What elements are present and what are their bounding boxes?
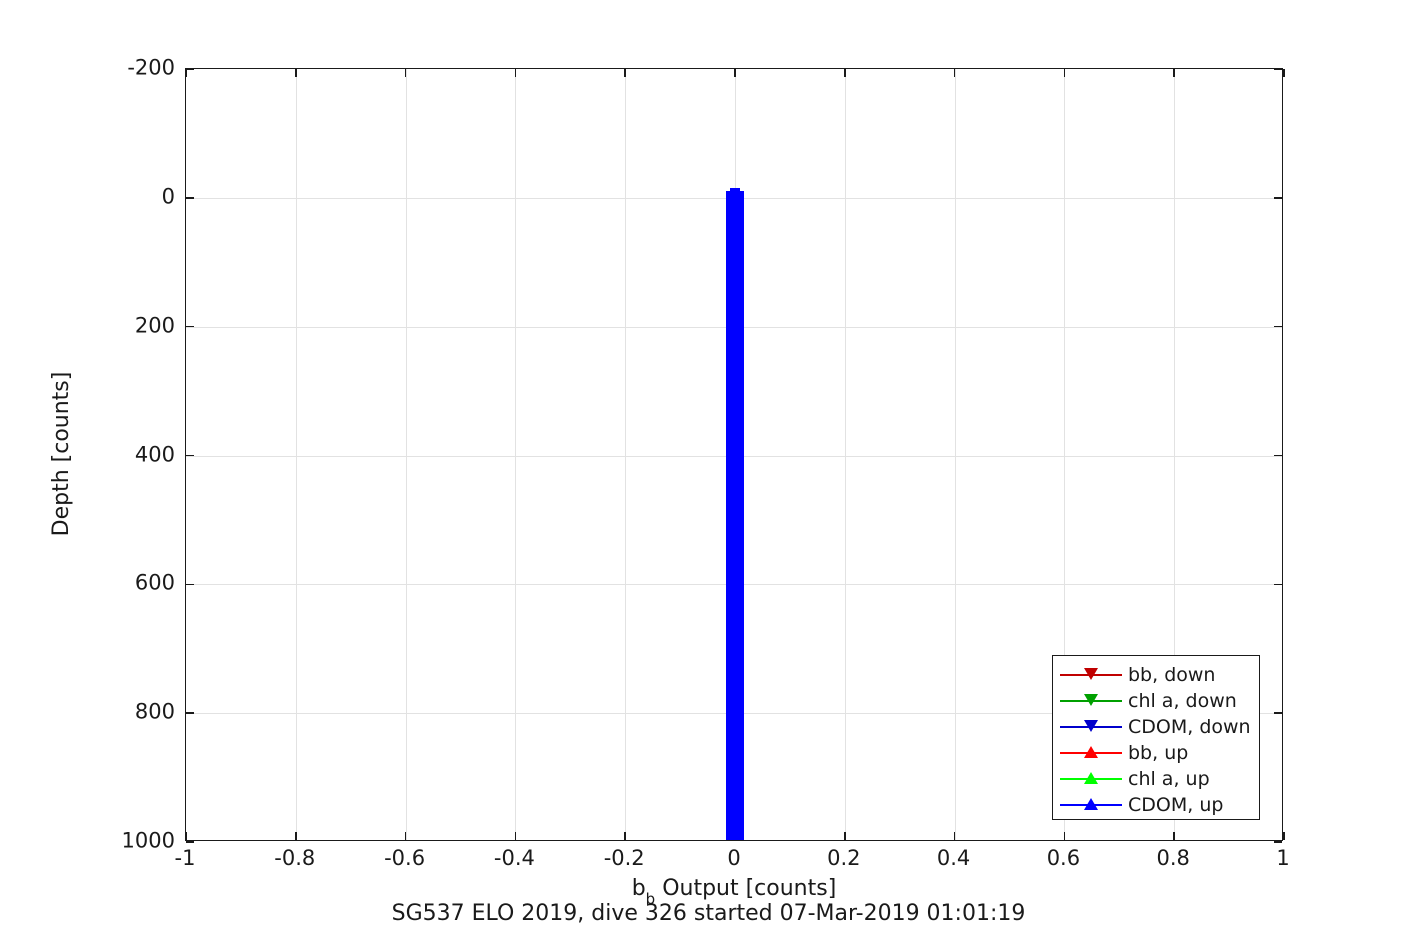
legend-entry[interactable]: CDOM, up xyxy=(1053,792,1259,818)
figure-caption: SG537 ELO 2019, dive 326 started 07-Mar-… xyxy=(391,901,1026,926)
x-tick-mark xyxy=(1173,69,1175,77)
legend-marker-triangle-down-icon xyxy=(1084,668,1098,680)
x-tick-mark xyxy=(624,69,626,77)
x-tick-mark xyxy=(514,69,517,77)
y-tick-mark xyxy=(186,197,194,199)
x-tick-label: 0.2 xyxy=(827,846,861,870)
x-axis-label: bb Output [counts] xyxy=(185,876,1283,907)
series-marker-cap xyxy=(730,187,740,200)
legend-label: bb, up xyxy=(1128,741,1189,764)
x-tick-label: 0.6 xyxy=(1046,846,1081,870)
x-tick-mark xyxy=(404,69,407,77)
y-tick-mark xyxy=(1274,454,1282,457)
x-tick-label: 0.8 xyxy=(1156,846,1190,870)
x-tick-label: -0.6 xyxy=(384,846,426,870)
y-tick-label: 400 xyxy=(134,442,175,466)
x-tick-mark xyxy=(514,832,517,840)
legend-marker-triangle-up-icon xyxy=(1084,772,1098,784)
x-axis-label-text: Output [counts] xyxy=(662,876,837,901)
legend-entry[interactable]: bb, down xyxy=(1053,662,1259,688)
y-tick-mark xyxy=(1274,68,1282,70)
y-tick-mark xyxy=(1274,712,1282,714)
x-tick-mark xyxy=(185,832,187,840)
gridline-vertical xyxy=(844,69,846,840)
legend-marker-triangle-up-icon xyxy=(1084,746,1098,758)
legend-marker-triangle-down-icon xyxy=(1084,694,1098,706)
y-tick-label: 200 xyxy=(134,313,175,338)
y-tick-label: 800 xyxy=(134,699,175,724)
y-tick-mark xyxy=(186,841,194,843)
x-tick-mark xyxy=(1173,832,1175,840)
x-tick-mark xyxy=(844,832,846,840)
legend-entry[interactable]: chl a, down xyxy=(1053,688,1259,714)
legend-entry[interactable]: chl a, up xyxy=(1053,766,1259,792)
gridline-vertical xyxy=(515,69,517,840)
x-tick-label: 0 xyxy=(727,846,741,870)
y-tick-label: -200 xyxy=(127,55,175,80)
x-tick-label: 0.4 xyxy=(936,846,971,870)
y-tick-mark xyxy=(1274,197,1282,199)
gridline-vertical xyxy=(954,69,956,840)
gridline-vertical xyxy=(1064,69,1066,840)
legend-sample xyxy=(1060,766,1122,792)
plot-area xyxy=(185,68,1285,843)
x-tick-label: 1 xyxy=(1276,846,1290,870)
x-tick-mark xyxy=(624,832,626,840)
legend-label: bb, down xyxy=(1128,663,1216,686)
data-series-layer xyxy=(186,69,1282,840)
y-tick-mark xyxy=(186,583,194,586)
legend-sample xyxy=(1060,662,1122,688)
y-tick-label: 1000 xyxy=(121,828,175,853)
x-tick-mark xyxy=(1283,832,1285,840)
legend-box: bb, down chl a, down CDOM, down bb, up chl a… xyxy=(1052,655,1260,820)
legend-sample xyxy=(1060,792,1122,818)
gridline-vertical xyxy=(295,69,297,840)
x-tick-label: -0.2 xyxy=(603,846,645,870)
y-axis-label: Depth [counts] xyxy=(49,371,74,537)
x-tick-mark xyxy=(1063,69,1066,77)
legend-label: CDOM, down xyxy=(1128,715,1251,738)
x-tick-mark xyxy=(1283,69,1285,77)
gridline-vertical xyxy=(405,69,407,840)
x-tick-label: -1 xyxy=(174,846,196,870)
x-tick-mark xyxy=(185,69,187,77)
x-tick-mark xyxy=(295,69,297,77)
y-tick-mark xyxy=(186,325,194,328)
x-tick-label: -0.8 xyxy=(274,846,316,870)
y-tick-mark xyxy=(186,68,194,70)
y-tick-label: 0 xyxy=(161,184,175,209)
y-tick-label: 600 xyxy=(134,570,175,595)
gridline-vertical xyxy=(625,69,627,840)
x-tick-mark xyxy=(953,832,956,840)
gridline-vertical xyxy=(1174,69,1176,840)
legend-label: CDOM, up xyxy=(1128,793,1224,816)
y-tick-mark xyxy=(1274,325,1282,328)
legend-sample xyxy=(1060,740,1122,766)
x-tick-mark xyxy=(1063,832,1066,840)
legend-entry[interactable]: CDOM, down xyxy=(1053,714,1259,740)
x-tick-mark xyxy=(844,69,846,77)
legend-sample xyxy=(1060,688,1122,714)
legend-label: chl a, down xyxy=(1128,689,1237,712)
y-tick-mark xyxy=(1274,841,1282,843)
x-tick-mark xyxy=(295,832,297,840)
x-axis-label-subscript: b xyxy=(645,890,656,909)
legend-marker-triangle-up-icon xyxy=(1084,798,1098,810)
y-tick-mark xyxy=(186,712,194,714)
x-tick-label: -0.4 xyxy=(493,846,535,870)
legend-sample xyxy=(1060,714,1122,740)
x-tick-mark xyxy=(953,69,956,77)
legend-entry[interactable]: bb, up xyxy=(1053,740,1259,766)
x-tick-mark xyxy=(734,69,736,77)
y-tick-mark xyxy=(186,454,194,457)
legend-label: chl a, up xyxy=(1128,767,1210,790)
legend-marker-triangle-down-icon xyxy=(1084,720,1098,732)
x-axis-label-symbol: b xyxy=(631,876,646,901)
data-series-cdom-up xyxy=(726,190,744,840)
x-tick-mark xyxy=(404,832,407,840)
y-tick-mark xyxy=(1274,583,1282,586)
